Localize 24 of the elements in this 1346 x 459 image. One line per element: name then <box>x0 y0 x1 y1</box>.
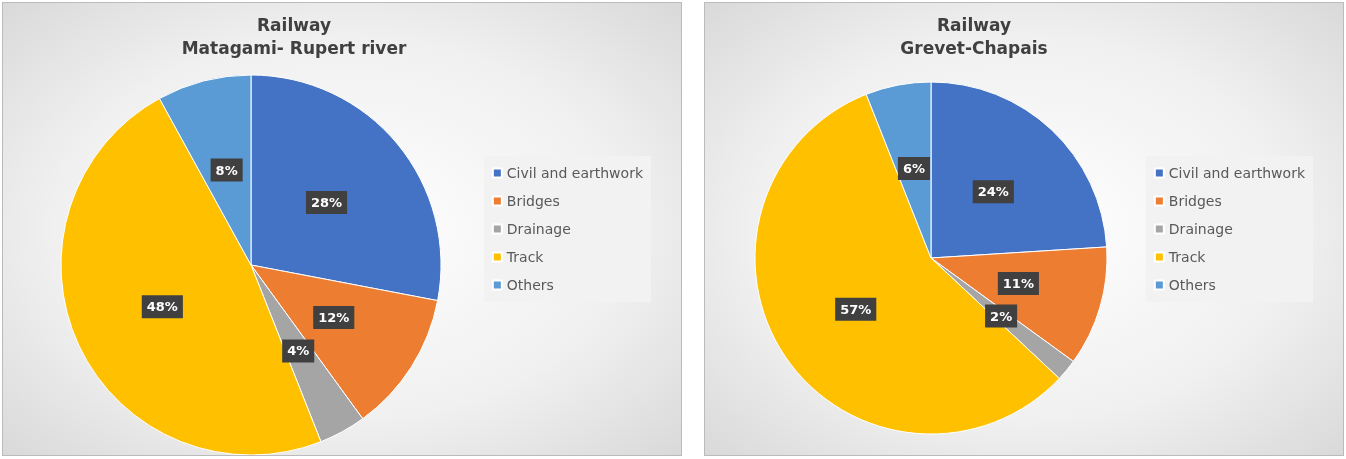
data-label: 2% <box>990 308 1013 324</box>
data-label: 11% <box>1002 275 1034 291</box>
data-label: 12% <box>318 310 350 326</box>
data-label: 48% <box>146 299 178 315</box>
data-label: 8% <box>215 162 238 178</box>
legend-label: Drainage <box>1168 221 1233 237</box>
chart-subtitle: Grevet-Chapais <box>900 37 1048 58</box>
legend-label: Bridges <box>1168 193 1222 209</box>
legend-label: Civil and earthwork <box>506 165 644 181</box>
legend-label: Others <box>506 277 554 293</box>
legend-label: Others <box>1168 277 1216 293</box>
legend-label: Civil and earthwork <box>1168 165 1306 181</box>
data-label: 4% <box>287 343 310 359</box>
legend-label: Drainage <box>506 221 571 237</box>
chart-title: Railway <box>937 14 1011 35</box>
legend-label: Bridges <box>506 193 560 209</box>
legend-label: Track <box>505 249 545 265</box>
data-label: 6% <box>902 161 925 177</box>
data-label: 24% <box>977 184 1009 200</box>
chart-subtitle: Matagami- Rupert river <box>181 37 407 58</box>
data-label: 28% <box>310 195 343 211</box>
data-label: 57% <box>840 301 872 317</box>
chart-title: Railway <box>257 14 331 35</box>
legend-label: Track <box>1167 249 1207 265</box>
